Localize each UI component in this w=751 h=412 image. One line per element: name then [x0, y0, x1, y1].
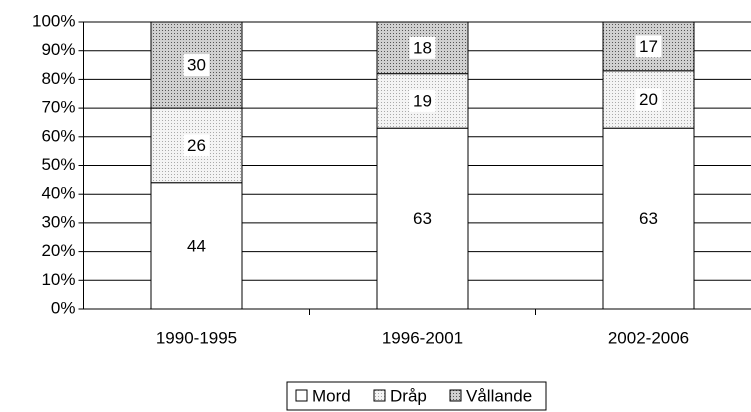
data-label-bg [183, 54, 210, 77]
data-label-bg [409, 207, 436, 230]
data-label: 26 [187, 136, 206, 155]
y-tick-label: 0% [51, 298, 76, 317]
legend-box [286, 381, 547, 411]
y-tick-label: 50% [41, 155, 75, 174]
legend-swatch [295, 389, 308, 402]
y-tick-label: 20% [41, 241, 75, 260]
legend-label: Dråp [390, 386, 427, 405]
data-label: 44 [187, 236, 206, 255]
legend-label: Mord [312, 386, 351, 405]
data-label-bg [409, 89, 436, 112]
data-label-bg [183, 134, 210, 157]
data-label-bg [635, 35, 662, 58]
x-tick-label: 1990-1995 [156, 328, 237, 347]
y-tick-label: 80% [41, 69, 75, 88]
data-label: 19 [413, 91, 432, 110]
data-label: 63 [639, 209, 658, 228]
y-tick-label: 60% [41, 126, 75, 145]
data-label-bg [635, 88, 662, 111]
y-tick-label: 30% [41, 212, 75, 231]
data-label-bg [635, 207, 662, 230]
data-label-bg [409, 36, 436, 59]
y-tick-label: 70% [41, 98, 75, 117]
x-tick-label: 2002-2006 [608, 328, 689, 347]
legend-label: Vållande [466, 386, 532, 405]
y-tick-label: 10% [41, 270, 75, 289]
data-label-bg [183, 234, 210, 257]
data-label: 17 [639, 37, 658, 56]
x-tick-label: 1996-2001 [382, 328, 463, 347]
legend-swatch [449, 389, 462, 402]
y-tick-label: 40% [41, 184, 75, 203]
bar-segment [376, 127, 469, 310]
data-label: 18 [413, 38, 432, 57]
y-tick-label: 100% [32, 11, 75, 30]
data-label: 20 [639, 90, 658, 109]
y-tick-label: 90% [41, 40, 75, 59]
data-label: 63 [413, 209, 432, 228]
legend-swatch [373, 389, 386, 402]
data-label: 30 [187, 56, 206, 75]
